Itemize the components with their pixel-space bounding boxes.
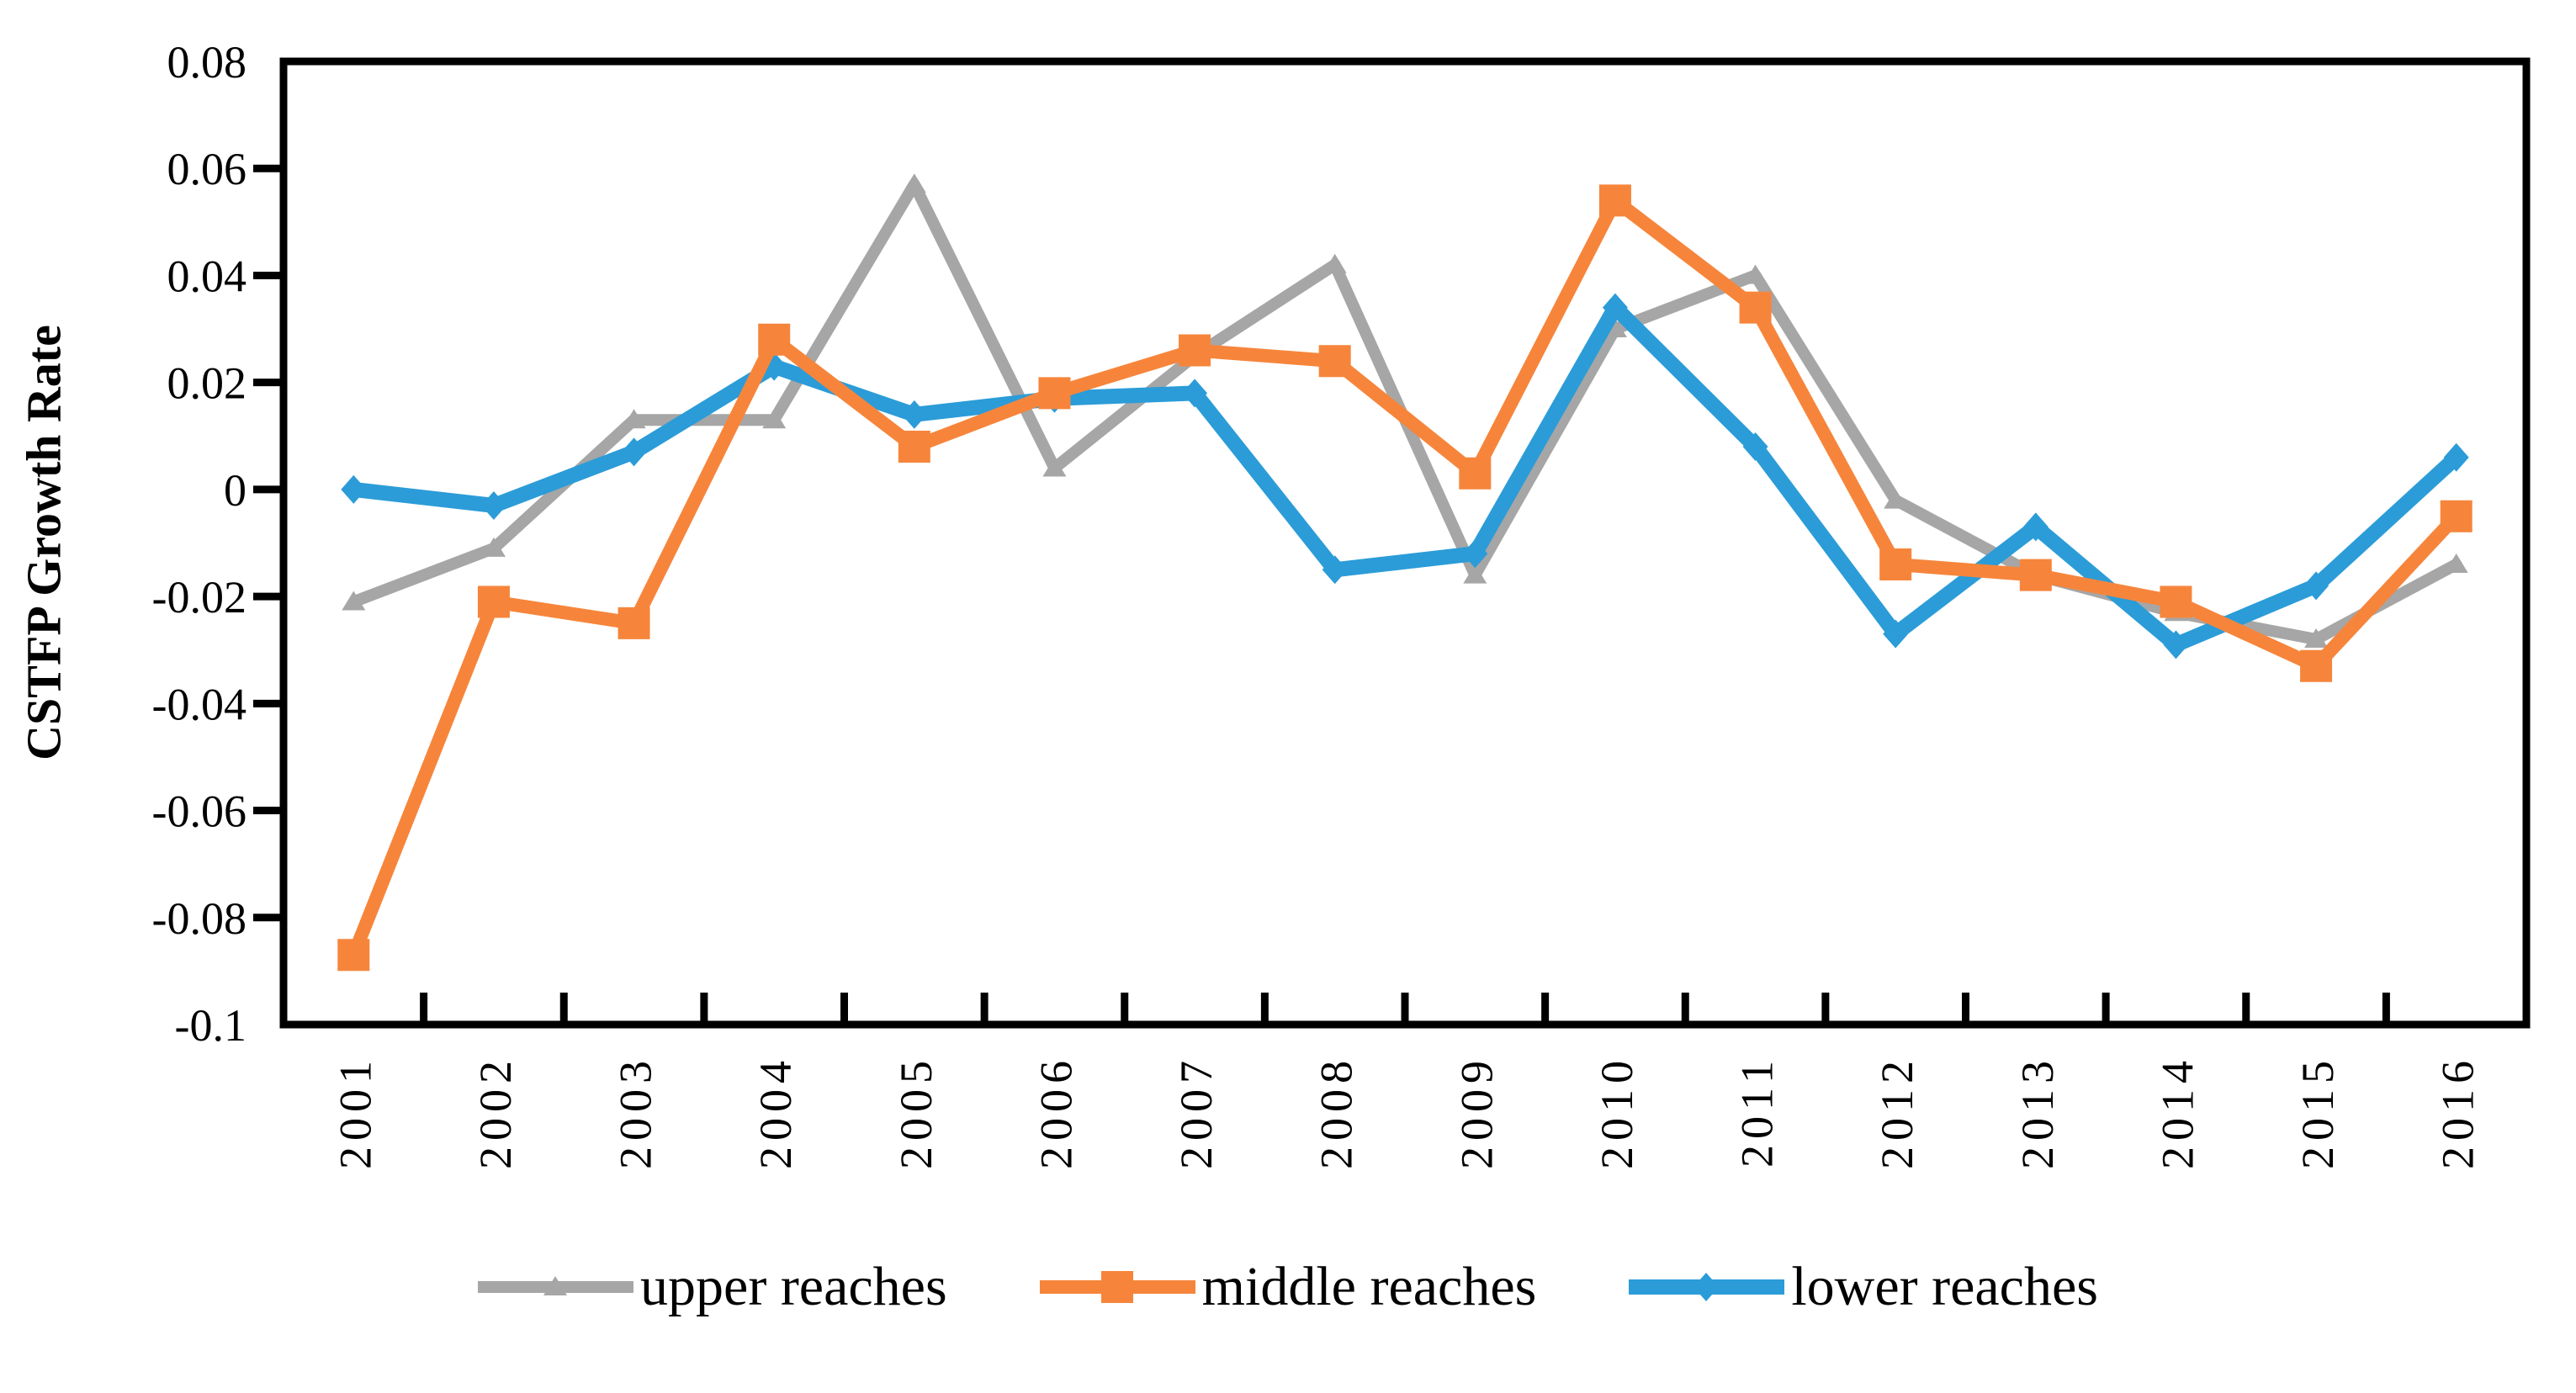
legend-item-middle-reaches: middle reaches (1039, 1255, 1537, 1319)
diamond-icon (1693, 1273, 1720, 1301)
x-tick-label: 2014 (2152, 1055, 2202, 1169)
square-marker-middle-reaches (617, 606, 650, 639)
diamond-marker-lower-reaches (480, 490, 506, 520)
diamond-marker-lower-reaches (621, 437, 647, 467)
diamond-marker-lower-reaches (1322, 555, 1348, 585)
square-marker-middle-reaches (2019, 559, 2052, 591)
y-tick-label: -0.02 (152, 572, 246, 622)
y-axis-title: CSTFP Growth Rate (16, 325, 72, 760)
square-marker-middle-reaches (1598, 184, 1631, 217)
triangle-marker-upper-reaches (1463, 564, 1487, 584)
triangle-icon (543, 1276, 568, 1295)
x-tick-label: 2005 (891, 1055, 941, 1169)
square-marker-middle-reaches (1179, 334, 1211, 367)
diamond-marker-lower-reaches (1742, 432, 1768, 461)
y-tick-label: -0.1 (175, 1000, 246, 1051)
legend-swatch-upper-reaches (478, 1276, 634, 1295)
x-tick-label: 2008 (1312, 1055, 1362, 1169)
diamond-marker-lower-reaches (1462, 539, 1488, 569)
square-marker-middle-reaches (1459, 457, 1492, 490)
x-tick-label: 2011 (1732, 1055, 1783, 1168)
legend-item-label: upper reaches (640, 1256, 947, 1317)
y-tick-label: 0.06 (167, 144, 247, 194)
y-tick-label: -0.04 (152, 679, 246, 729)
diamond-marker-lower-reaches (2303, 571, 2330, 601)
y-tick-label: 0.08 (167, 37, 247, 87)
square-marker-middle-reaches (337, 939, 370, 972)
diamond-marker-lower-reaches (341, 474, 367, 504)
x-tick-label: 2015 (2292, 1055, 2343, 1169)
legend-item-label: lower reaches (1791, 1256, 2098, 1317)
x-tick-label: 2003 (611, 1055, 661, 1169)
square-marker-middle-reaches (477, 585, 510, 618)
x-tick-label: 2010 (1592, 1055, 1642, 1169)
diamond-marker-lower-reaches (2163, 630, 2189, 659)
square-marker-middle-reaches (1739, 291, 1772, 324)
legend-swatch-middle-reaches (1039, 1271, 1195, 1303)
triangle-marker-upper-reaches (902, 173, 926, 193)
square-marker-middle-reaches (1879, 548, 1912, 580)
diamond-marker-lower-reaches (2022, 512, 2049, 542)
x-tick-label: 2016 (2433, 1055, 2483, 1169)
y-tick-label: 0.02 (167, 358, 247, 409)
x-tick-label: 2013 (2012, 1055, 2063, 1169)
triangle-marker-upper-reaches (1743, 264, 1768, 284)
square-icon (1100, 1271, 1133, 1303)
y-tick-label: 0 (224, 465, 246, 516)
plot-border (279, 57, 2531, 1029)
square-marker-middle-reaches (1318, 345, 1351, 378)
x-tick-label: 2004 (750, 1055, 801, 1169)
legend-swatch-lower-reaches (1629, 1273, 1785, 1301)
y-tick-label: -0.06 (152, 787, 246, 837)
triangle-marker-upper-reaches (1042, 457, 1067, 477)
triangle-marker-upper-reaches (1884, 489, 1908, 509)
diamond-marker-lower-reaches (1602, 293, 1628, 322)
triangle-marker-upper-reaches (342, 591, 366, 611)
triangle-marker-upper-reaches (622, 409, 646, 429)
square-marker-middle-reaches (2300, 649, 2333, 682)
legend: upper reaches middle reaches lower reaches (0, 1255, 2576, 1319)
x-tick-label: 2009 (1451, 1055, 1502, 1169)
x-tick-label: 2012 (1872, 1055, 1922, 1169)
series-line-middle-reaches (347, 193, 2462, 958)
diamond-marker-lower-reaches (1883, 619, 1909, 649)
triangle-marker-upper-reaches (2444, 553, 2468, 573)
square-marker-middle-reaches (758, 323, 791, 356)
square-marker-middle-reaches (2440, 500, 2473, 532)
y-tick-label: -0.08 (152, 893, 246, 944)
triangle-marker-upper-reaches (1322, 253, 1347, 273)
diamond-marker-lower-reaches (2443, 442, 2469, 472)
triangle-marker-upper-reaches (762, 409, 787, 429)
legend-item-lower-reaches: lower reaches (1629, 1255, 2098, 1319)
legend-item-label: middle reaches (1201, 1256, 1537, 1317)
triangle-marker-upper-reaches (481, 537, 506, 557)
square-marker-middle-reaches (2160, 585, 2192, 618)
y-tick-label: 0.04 (167, 251, 247, 301)
legend-item-upper-reaches: upper reaches (478, 1255, 947, 1319)
x-tick-label: 2002 (470, 1055, 521, 1169)
square-marker-middle-reaches (898, 431, 930, 463)
triangle-marker-upper-reaches (2304, 628, 2329, 648)
diamond-marker-lower-reaches (901, 400, 927, 429)
x-tick-label: 2007 (1171, 1055, 1222, 1169)
square-marker-middle-reaches (1038, 377, 1071, 410)
x-tick-label: 2001 (330, 1055, 380, 1169)
x-tick-label: 2006 (1031, 1055, 1081, 1169)
diamond-marker-lower-reaches (1182, 379, 1208, 408)
